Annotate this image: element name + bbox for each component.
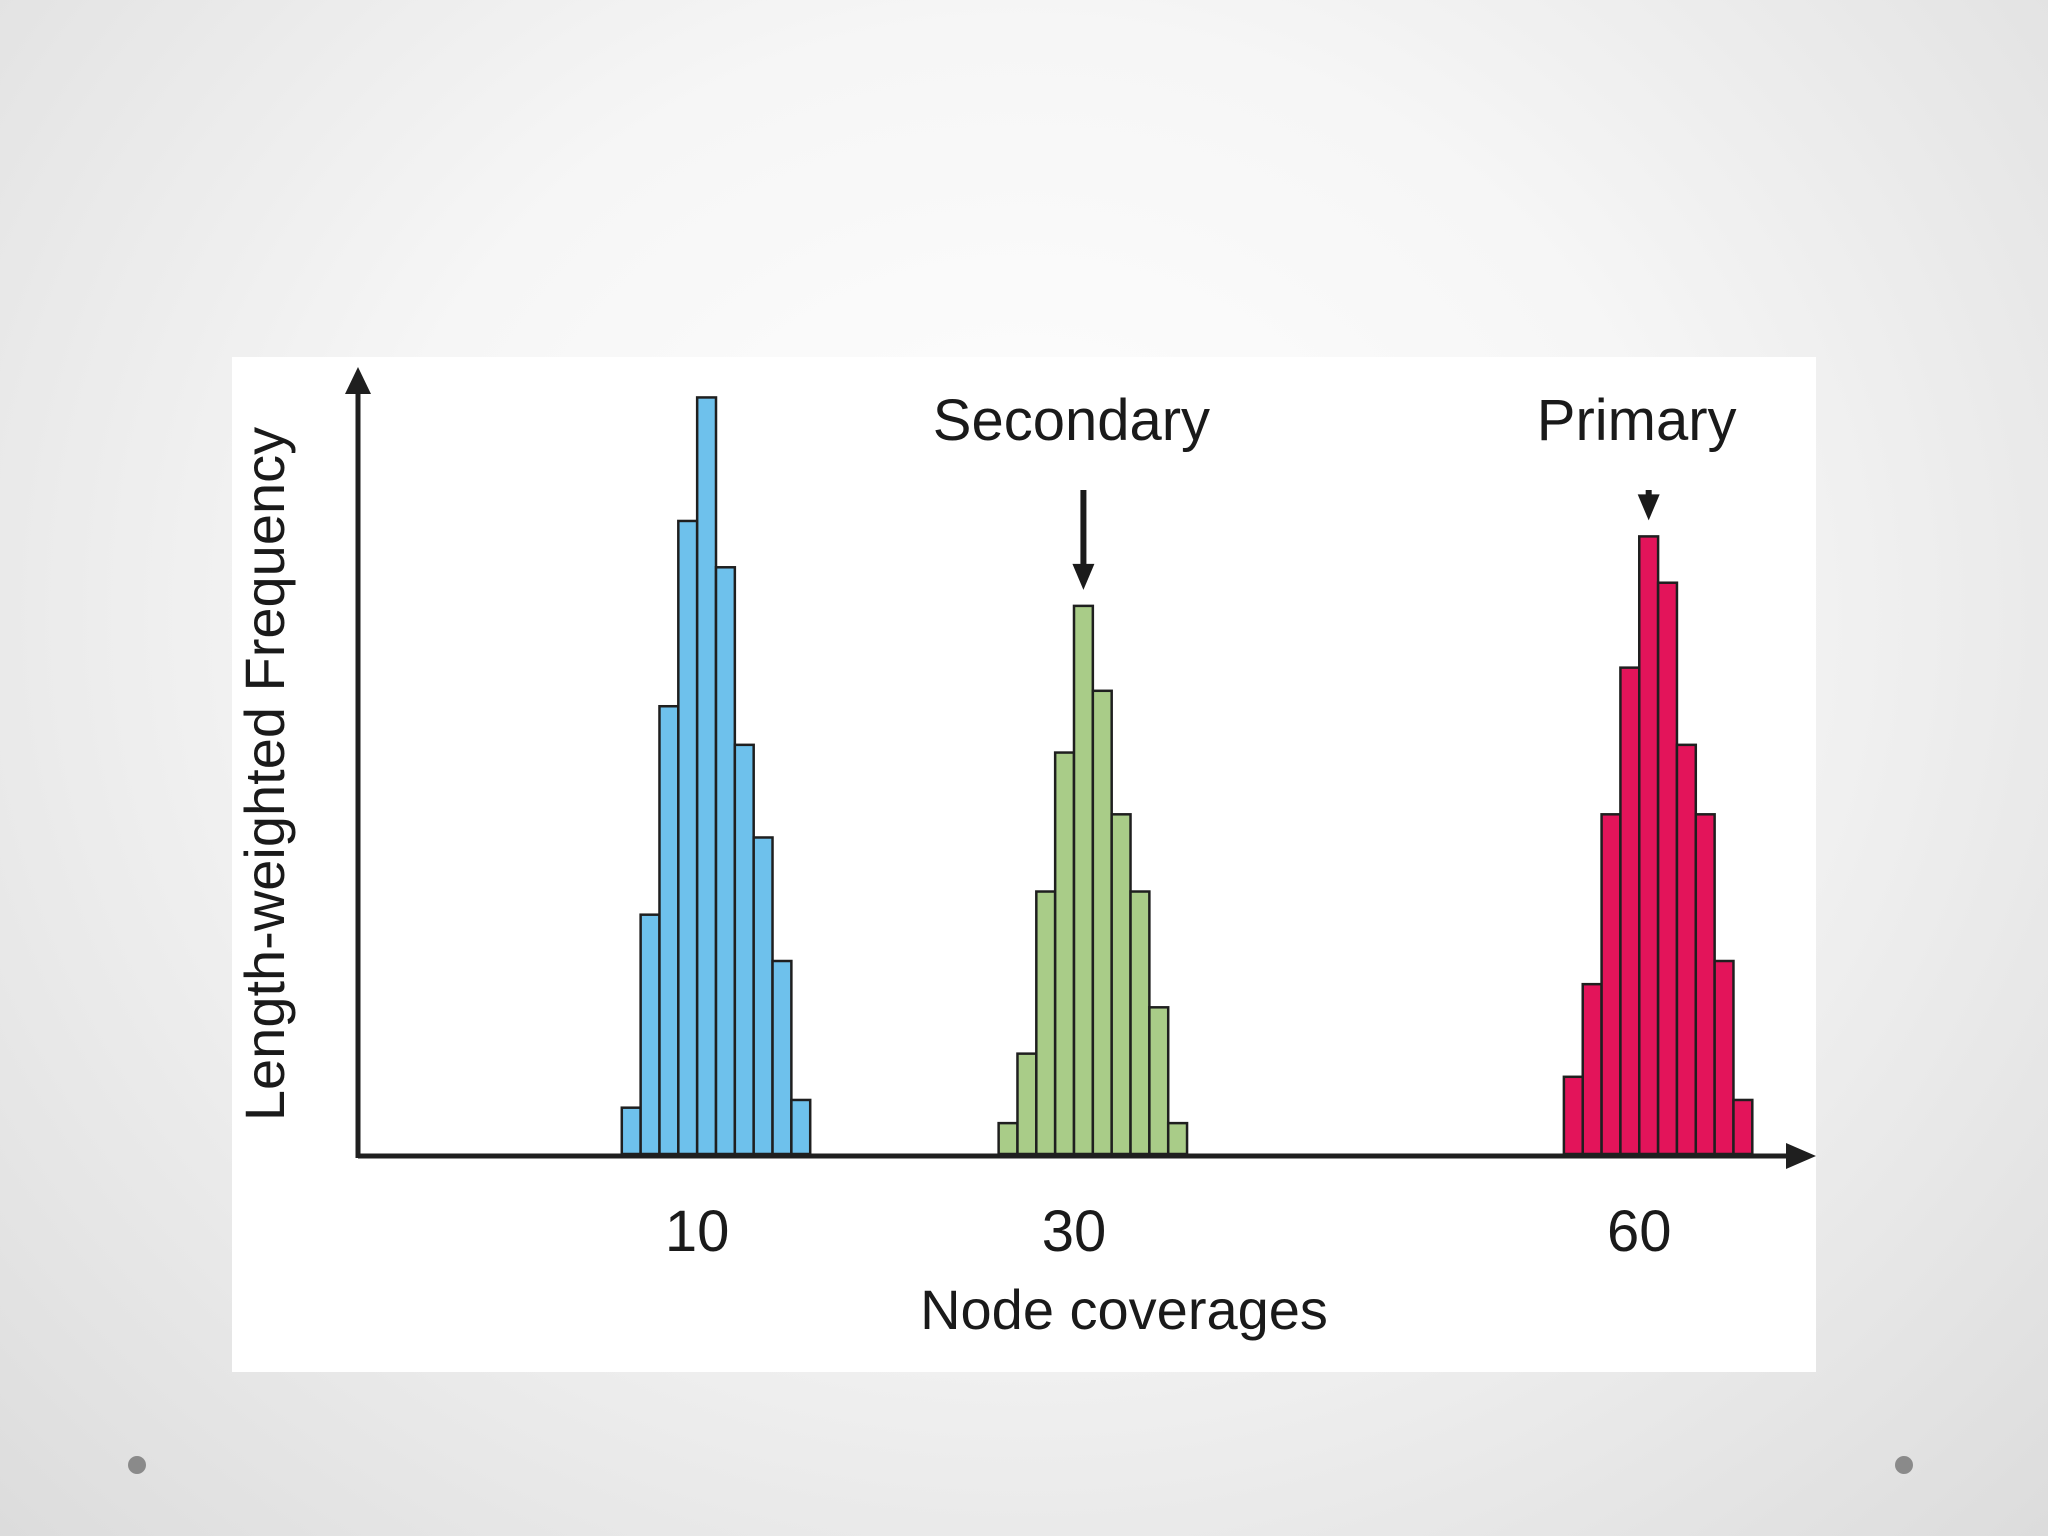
annotation-arrowhead: [1637, 494, 1660, 521]
annotation-arrowhead: [1072, 563, 1095, 590]
y-axis-label: Length-weighted Frequency: [233, 427, 296, 1121]
bar: [1562, 1075, 1584, 1156]
bar: [677, 519, 699, 1156]
bar: [1053, 751, 1076, 1156]
bar: [714, 566, 737, 1156]
x-axis-arrowhead: [1786, 1143, 1816, 1169]
bar: [1600, 813, 1622, 1156]
bar: [771, 959, 793, 1156]
bar: [658, 704, 680, 1156]
bar: [1016, 1052, 1038, 1156]
chart-figure: 10 30 60 Secondary Primary Node coverages L…: [232, 357, 1816, 1372]
bar: [752, 836, 774, 1156]
bar: [1675, 743, 1698, 1156]
bar: [1072, 604, 1095, 1156]
coverage-histogram-chart: 10 30 60 Secondary Primary Node coverages L…: [233, 367, 1816, 1341]
tick-labels: 10 30 60: [665, 1199, 1672, 1264]
bar: [790, 1098, 812, 1156]
bar: [620, 1106, 642, 1156]
bar: [1129, 890, 1151, 1156]
bar: [1166, 1121, 1189, 1156]
bar: [1148, 1006, 1170, 1156]
annotations-layer: Secondary Primary: [933, 388, 1737, 590]
bar: [1581, 982, 1603, 1156]
bar: [997, 1121, 1019, 1156]
bar: [1035, 890, 1057, 1156]
bar: [733, 743, 755, 1156]
bar: [1619, 666, 1641, 1156]
bar: [1713, 959, 1735, 1156]
slide-bullet-right: [1895, 1456, 1913, 1474]
series-2: [997, 604, 1189, 1156]
annotation-label: Secondary: [933, 388, 1210, 453]
slide-bullet-left: [128, 1456, 146, 1474]
y-axis-arrowhead: [345, 367, 371, 394]
bar: [1732, 1098, 1754, 1156]
bar: [1110, 813, 1132, 1156]
bar: [1656, 581, 1679, 1156]
series-1: [620, 396, 812, 1156]
x-tick-label: 30: [1042, 1199, 1107, 1264]
x-axis-label: Node coverages: [920, 1278, 1328, 1341]
bar: [639, 913, 661, 1156]
bar: [1638, 535, 1660, 1156]
series-3: [1562, 535, 1754, 1156]
x-tick-label: 10: [665, 1199, 730, 1264]
bar: [695, 396, 718, 1156]
bar: [1694, 813, 1716, 1156]
annotation-label: Primary: [1537, 388, 1737, 453]
bars-layer: [620, 396, 1754, 1156]
bar: [1091, 689, 1113, 1156]
annotation-primary: Primary: [1537, 388, 1737, 521]
annotation-secondary: Secondary: [933, 388, 1210, 590]
x-tick-label: 60: [1607, 1199, 1672, 1264]
